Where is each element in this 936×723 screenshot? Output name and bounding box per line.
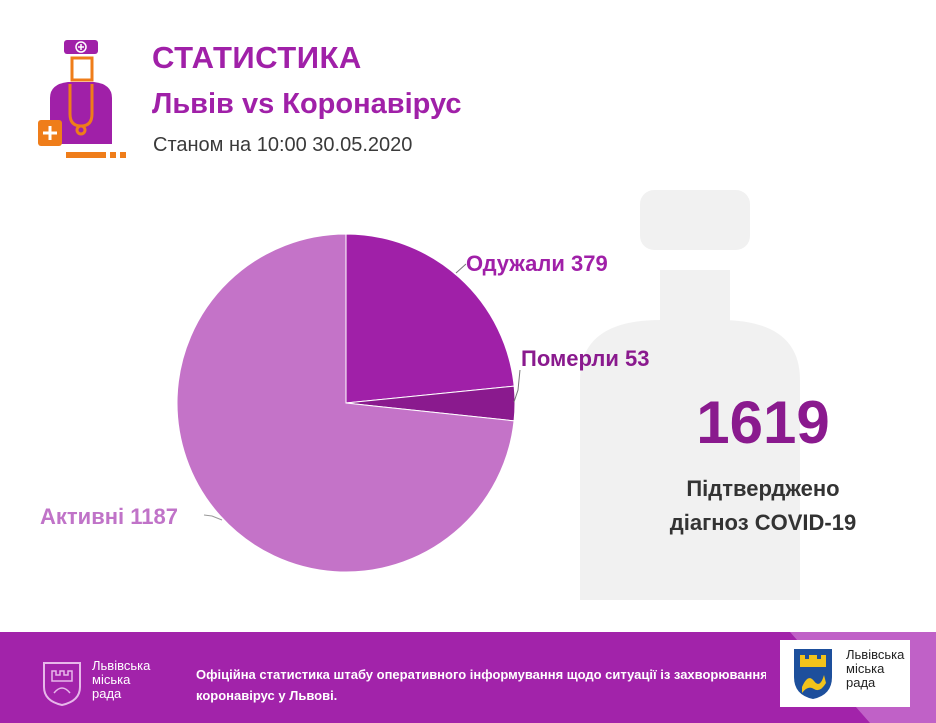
pie-slice-recovered bbox=[345, 233, 515, 404]
footer-disclaimer: Офіційна статистика штабу оперативного і… bbox=[196, 664, 766, 706]
pie-chart bbox=[176, 233, 521, 573]
doctor-logo-icon bbox=[38, 40, 126, 158]
footer-org-line1: Львівська bbox=[92, 658, 151, 673]
footer-org-name: Львівська міська рада bbox=[92, 659, 162, 701]
total-label-line2: діагноз COVID-19 bbox=[669, 510, 857, 535]
total-confirmed-count: 1619 bbox=[696, 389, 830, 456]
total-confirmed-label: Підтверджено діагноз COVID-19 bbox=[640, 472, 886, 540]
city-council-emblem-icon bbox=[43, 662, 81, 707]
slice-label-recovered: Одужали 379 bbox=[466, 251, 608, 276]
footer-card-org-name: Львівська міська рада bbox=[846, 648, 916, 690]
leader-line-recovered bbox=[455, 263, 467, 274]
footer-card-org-line2: міська bbox=[846, 661, 885, 676]
footer-org-line3: рада bbox=[92, 686, 122, 701]
footer-text-line2: коронавірус у Львові. bbox=[196, 688, 338, 703]
slice-label-died: Померли 53 bbox=[521, 346, 650, 371]
page-subtitle: Львів vs Коронавірус bbox=[152, 88, 462, 120]
pie-slice-active bbox=[176, 233, 515, 573]
footer-card-org-line3: рада bbox=[846, 675, 876, 690]
as-of-timestamp: Станом на 10:00 30.05.2020 bbox=[153, 134, 413, 156]
slice-label-active: Активні 1187 bbox=[40, 504, 178, 529]
leader-line-died bbox=[513, 369, 521, 403]
coat-of-arms-icon bbox=[794, 649, 832, 699]
page-title: СТАТИСТИКА bbox=[152, 40, 362, 75]
leader-line-active bbox=[203, 514, 223, 521]
footer-text-line1: Офіційна статистика штабу оперативного і… bbox=[196, 667, 766, 682]
total-label-line1: Підтверджено bbox=[686, 476, 840, 501]
doctor-watermark-icon bbox=[580, 190, 800, 600]
footer-org-line2: міська bbox=[92, 672, 131, 687]
footer-card-org-line1: Львівська bbox=[846, 647, 905, 662]
